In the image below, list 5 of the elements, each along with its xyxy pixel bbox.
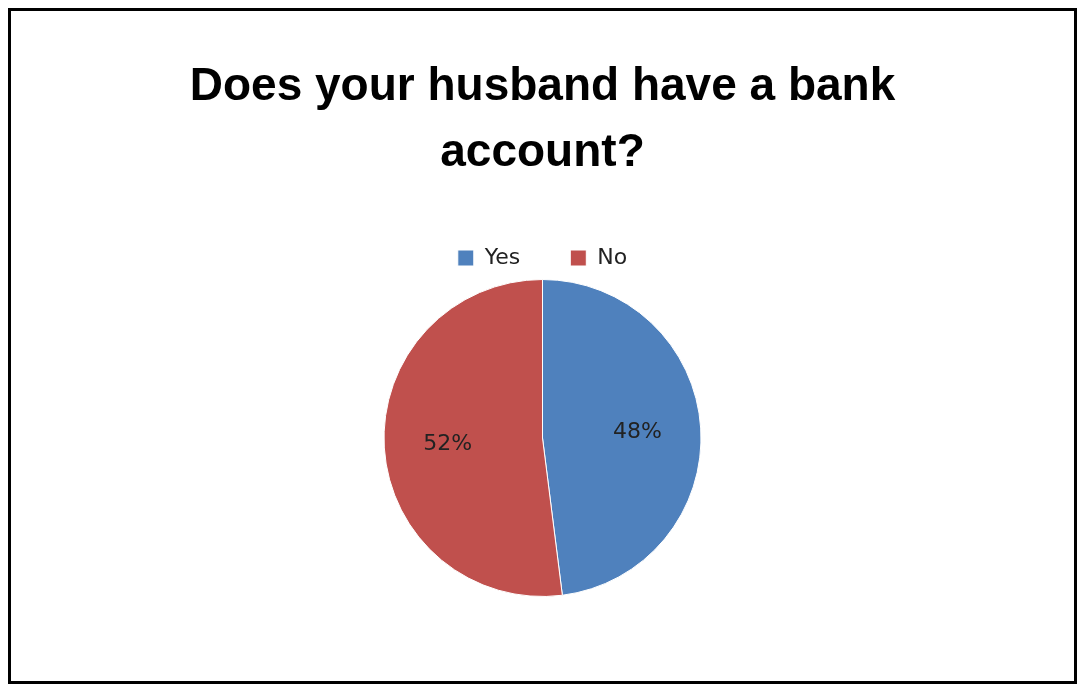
data-label: 48% [612,417,662,443]
legend-label: No [597,243,628,269]
legend-label: Yes [483,243,521,269]
chart-title: Does your husband have a bank account? [188,57,897,178]
data-label: 52% [423,429,473,455]
